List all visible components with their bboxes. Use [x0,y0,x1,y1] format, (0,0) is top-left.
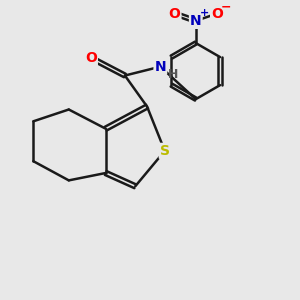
Text: O: O [169,7,181,20]
Text: +: + [200,8,209,18]
Text: O: O [211,7,223,20]
Text: H: H [168,68,178,81]
Text: N: N [154,60,166,74]
Text: O: O [85,51,97,65]
Text: S: S [160,144,170,158]
Text: N: N [190,14,202,28]
Text: −: − [221,1,231,13]
